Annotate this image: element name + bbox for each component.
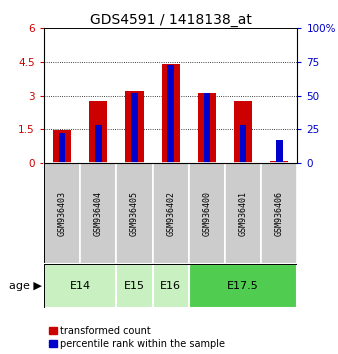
Bar: [152, 163, 189, 264]
Title: GDS4591 / 1418138_at: GDS4591 / 1418138_at: [90, 13, 251, 27]
Bar: [44, 264, 116, 308]
Text: GSM936402: GSM936402: [166, 191, 175, 236]
Bar: [116, 163, 152, 264]
Legend: transformed count, percentile rank within the sample: transformed count, percentile rank withi…: [49, 326, 225, 349]
Bar: [59, 133, 65, 163]
Bar: [125, 91, 144, 163]
Text: age ▶: age ▶: [9, 281, 42, 291]
Text: GSM936404: GSM936404: [94, 191, 103, 236]
Bar: [116, 264, 152, 308]
Text: GSM936406: GSM936406: [275, 191, 284, 236]
Bar: [189, 264, 297, 308]
Text: E17.5: E17.5: [227, 281, 259, 291]
Bar: [276, 140, 283, 163]
Bar: [234, 101, 252, 163]
Text: E15: E15: [124, 281, 145, 291]
Text: GSM936405: GSM936405: [130, 191, 139, 236]
Bar: [225, 163, 261, 264]
Bar: [152, 264, 189, 308]
Bar: [95, 125, 101, 163]
Bar: [44, 163, 80, 264]
Bar: [270, 161, 288, 163]
Text: GSM936400: GSM936400: [202, 191, 211, 236]
Bar: [89, 101, 107, 163]
Bar: [167, 65, 174, 163]
Bar: [261, 163, 297, 264]
Text: GSM936403: GSM936403: [57, 191, 67, 236]
Bar: [80, 163, 116, 264]
Bar: [198, 93, 216, 163]
Bar: [162, 64, 180, 163]
Text: GSM936401: GSM936401: [239, 191, 248, 236]
Bar: [189, 163, 225, 264]
Bar: [131, 93, 138, 163]
Bar: [240, 125, 246, 163]
Bar: [53, 130, 71, 163]
Bar: [203, 93, 210, 163]
Text: E14: E14: [70, 281, 91, 291]
Text: E16: E16: [160, 281, 181, 291]
